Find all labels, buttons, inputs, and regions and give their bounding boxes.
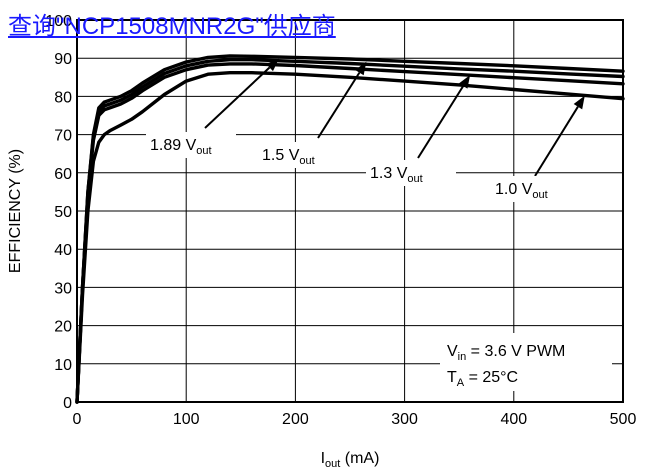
annotation-arrow-line	[417, 85, 465, 159]
x-axis-label: Iout (mA)	[321, 450, 380, 470]
series-line-3	[75, 71, 625, 404]
y-axis-label: EFFICIENCY (%)	[7, 149, 24, 273]
y-tick-label: 60	[54, 166, 72, 183]
annotation-label: 1.3 Vout	[370, 165, 423, 185]
annotation-arrow-line	[204, 66, 271, 129]
annotation-arrow-line	[534, 106, 579, 177]
plot-frame	[76, 19, 624, 403]
conditions-box	[440, 333, 612, 391]
y-tick-label: 30	[54, 280, 72, 297]
series-line-2	[75, 62, 625, 404]
y-tick-label: 80	[54, 89, 72, 106]
y-tick-label: 90	[54, 51, 72, 68]
vin-condition: Vin = 3.6 V PWM	[447, 343, 565, 363]
x-tick-label: 400	[500, 411, 527, 428]
y-tick-label: 20	[54, 319, 72, 336]
annotations: 1.89 Vout 1.5 Vout 1.3 Vout 1.0 Vout	[146, 58, 585, 202]
x-tick-label: 0	[73, 411, 82, 428]
annotation-arrow-head	[458, 75, 471, 89]
annotation-arrow-head	[573, 95, 585, 110]
x-tick-label: 500	[610, 411, 637, 428]
y-tick-label: 100	[45, 13, 72, 30]
y-tick-label: 70	[54, 128, 72, 145]
annotation-label: 1.0 Vout	[495, 181, 548, 201]
annotation-label-bg	[491, 176, 581, 202]
y-tick-label: 10	[54, 357, 72, 374]
annotation-label: 1.89 Vout	[150, 137, 212, 157]
x-tick-label: 100	[173, 411, 200, 428]
series-lines	[75, 54, 625, 404]
supplier-query-link[interactable]: 查询"NCP1508MNR2G"供应商	[8, 13, 336, 40]
annotation-label-bg	[366, 160, 456, 186]
x-tick-label: 300	[391, 411, 418, 428]
y-tick-label: 50	[54, 204, 72, 221]
annotation-label-bg	[258, 142, 348, 168]
y-tick-label: 40	[54, 242, 72, 259]
annotation-label: 1.5 Vout	[262, 147, 315, 167]
annotation-arrow-line	[317, 72, 361, 139]
tick-labels: 0 100 200 300 400 500 0 10 20 30 40 50 60 70 80 90 100	[45, 13, 636, 428]
x-tick-label: 200	[282, 411, 309, 428]
y-tick-label: 0	[63, 395, 72, 412]
annotation-arrow-head	[266, 58, 280, 72]
annotation-arrow-head	[355, 61, 367, 76]
annotation-label-bg	[146, 132, 236, 158]
ta-condition: TA = 25°C	[447, 369, 518, 389]
